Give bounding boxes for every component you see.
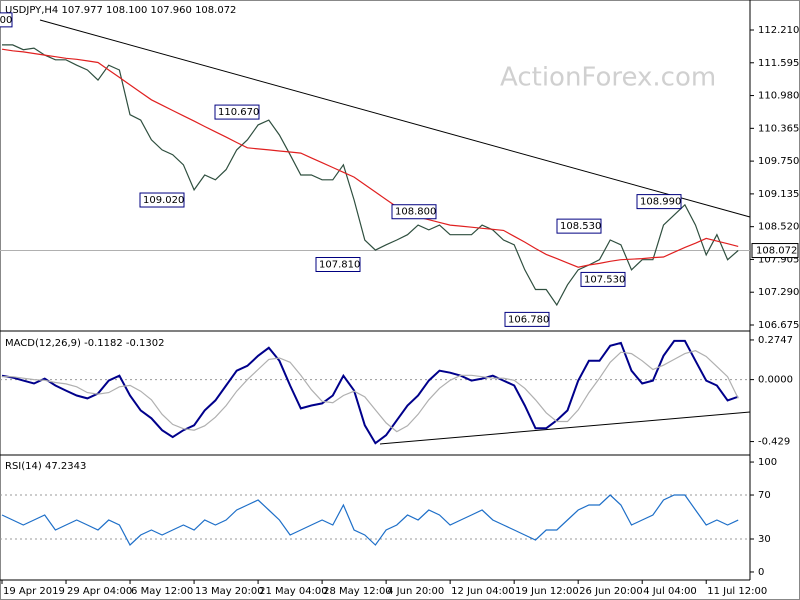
y-tick-label: 109.135 (758, 189, 799, 200)
y-tick-label: -0.429 (758, 437, 790, 448)
annotation-box (0, 12, 13, 28)
y-tick-label: 70 (758, 490, 771, 501)
x-tick-label: 28 May 12:00 (323, 586, 392, 597)
y-tick-label: 107.290 (758, 287, 799, 298)
y-tick-label: 110.365 (758, 123, 799, 134)
annotation-label: 112.400 (0, 15, 12, 26)
x-tick-label: 19 Apr 2019 (3, 586, 65, 597)
panel-title: USDJPY,H4 107.977 108.100 107.960 108.07… (5, 5, 236, 16)
annotation-label: 107.810 (319, 260, 360, 271)
series-line (1, 48, 739, 268)
y-tick-label: 0 (758, 567, 764, 578)
series-line (2, 44, 739, 307)
y-tick-label: 112.210 (758, 25, 799, 36)
x-tick-label: 21 May 04:00 (259, 586, 328, 597)
annotation-box (556, 218, 602, 234)
x-tick-label: 4 Jul 04:00 (643, 586, 697, 597)
trendline (39, 19, 751, 218)
x-tick-label: 26 Jun 20:00 (579, 586, 643, 597)
annotation-box (214, 104, 260, 120)
annotation-label: 107.530 (584, 274, 625, 285)
annotation-label: 106.780 (508, 314, 549, 325)
y-tick-label: 108.520 (758, 222, 799, 233)
x-tick-label: 6 May 12:00 (131, 586, 193, 597)
annotation-label: 108.530 (560, 221, 601, 232)
annotation-box (391, 204, 437, 220)
annotation-label: 108.800 (395, 207, 436, 218)
annotation-label: 108.990 (640, 197, 681, 208)
y-tick-label: 109.750 (758, 156, 799, 167)
annotation-box (139, 192, 185, 208)
panel-title: MACD(12,26,9) -0.1182 -0.1302 (5, 338, 165, 349)
panel-title: RSI(14) 47.2343 (5, 461, 86, 472)
annotation-box (636, 194, 682, 210)
series-line (2, 350, 739, 433)
y-tick-label: 111.595 (758, 58, 799, 69)
last-price-box (751, 243, 799, 259)
x-tick-label: 11 Jul 12:00 (707, 586, 767, 597)
x-tick-label: 19 Jun 12:00 (515, 586, 579, 597)
annotation-box (504, 311, 550, 327)
x-tick-label: 12 Jun 04:00 (451, 586, 515, 597)
y-tick-label: 100 (758, 457, 777, 468)
annotation-label: 109.020 (143, 195, 184, 206)
x-tick-label: 4 Jun 20:00 (387, 586, 444, 597)
y-tick-label: 106.675 (758, 320, 799, 331)
macd-trendline (379, 411, 751, 445)
annotation-label: 110.670 (218, 107, 259, 118)
y-tick-label: 30 (758, 534, 771, 545)
y-tick-label: 0.2747 (758, 335, 793, 346)
annotation-box (580, 271, 626, 287)
watermark: ActionForex.com (500, 63, 716, 93)
x-tick-label: 13 May 20:00 (195, 586, 264, 597)
y-tick-label: 0.0000 (758, 375, 793, 386)
y-tick-label: 107.905 (758, 254, 799, 265)
last-price-label: 108.072 (756, 246, 797, 257)
series-line (1, 494, 739, 546)
y-tick-label: 110.980 (758, 91, 799, 102)
annotation-box (315, 257, 361, 273)
x-tick-label: 29 Apr 04:00 (67, 586, 132, 597)
